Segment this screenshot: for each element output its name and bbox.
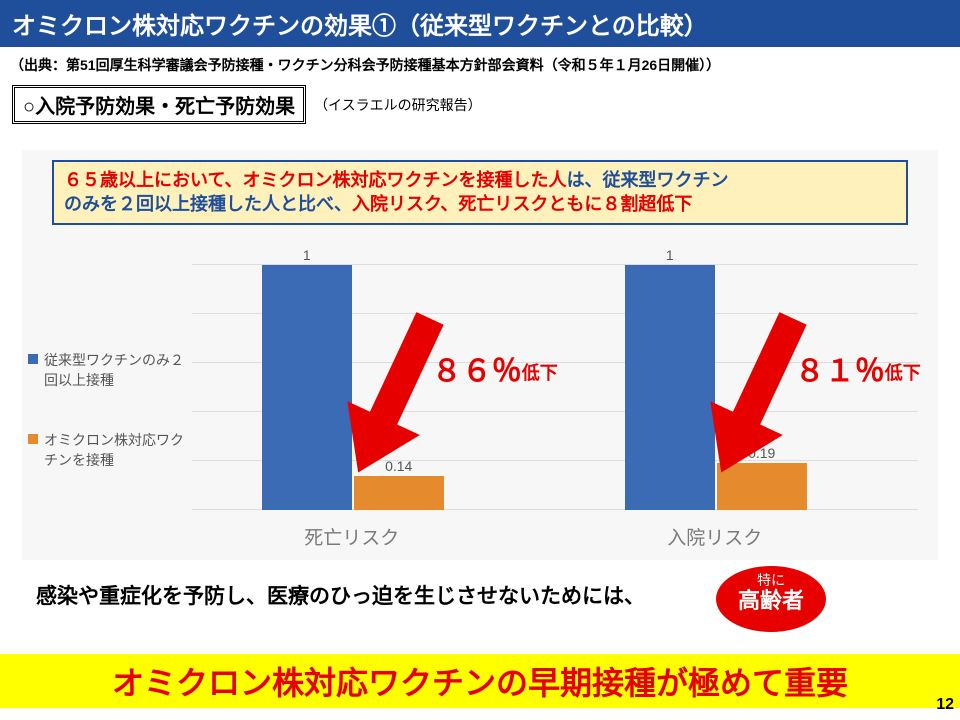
badge-large: 高齢者 [716,588,826,613]
chart-legend: 従来型ワクチンのみ２回以上接種 オミクロン株対応ワクチンを接種 [28,350,188,510]
highlight-part-1: ６５歳以上において、オミクロン株対応ワクチンを接種した人 [64,170,567,190]
reduction-arrow-icon [685,310,825,490]
legend-item: 従来型ワクチンのみ２回以上接種 [28,350,188,390]
legend-swatch [28,434,38,444]
slide-title: オミクロン株対応ワクチンの効果①（従来型ワクチンとの比較） [12,6,708,41]
chart-plot: 10.14死亡リスク８６％低下10.19入院リスク８１％低下 [192,240,918,510]
highlight-part-3: のみを２回以上接種した人と比べ、 [64,194,352,214]
reduction-arrow-icon [322,310,462,490]
bar-value-label: 1 [625,247,715,263]
slide: オミクロン株対応ワクチンの効果①（従来型ワクチンとの比較） （出典：第51回厚生… [0,0,960,720]
bottom-lead-text: 感染や重症化を予防し、医療のひっ迫を生じさせないためには、 [36,580,645,610]
badge-small: 特に [716,572,826,588]
source-citation: （出典：第51回厚生科学審議会予防接種・ワクチン分科会予防接種基本方針部会資料（… [0,47,960,83]
reduction-label: ８６％低下 [432,346,558,390]
elderly-badge: 特に 高齢者 [716,566,826,632]
legend-label: オミクロン株対応ワクチンを接種 [44,430,188,470]
subtitle-row: ○入院予防効果・死亡予防効果 （イスラエルの研究報告） [0,83,960,130]
reduction-label: ８１％低下 [795,346,921,390]
highlight-part-4: 入院リスク、死亡リスクともに８割超低下 [352,194,692,214]
category-label: 死亡リスク [304,523,399,550]
highlight-box: ６５歳以上において、オミクロン株対応ワクチンを接種した人は、従来型ワクチン のみ… [52,160,908,225]
category-label: 入院リスク [667,523,762,550]
cta-bar: オミクロン株対応ワクチンの早期接種が極めて重要 [0,654,960,708]
bar-value-label: 1 [262,247,352,263]
subtitle-note: （イスラエルの研究報告） [314,95,482,115]
title-bar: オミクロン株対応ワクチンの効果①（従来型ワクチンとの比較） [0,0,960,47]
legend-label: 従来型ワクチンのみ２回以上接種 [44,350,188,390]
legend-item: オミクロン株対応ワクチンを接種 [28,430,188,470]
page-number: 12 [936,696,954,714]
highlight-part-2: は、従来型ワクチン [567,170,729,190]
legend-swatch [28,354,38,364]
subtitle-box: ○入院予防効果・死亡予防効果 [12,85,306,124]
chart-area: ６５歳以上において、オミクロン株対応ワクチンを接種した人は、従来型ワクチン のみ… [22,150,938,560]
